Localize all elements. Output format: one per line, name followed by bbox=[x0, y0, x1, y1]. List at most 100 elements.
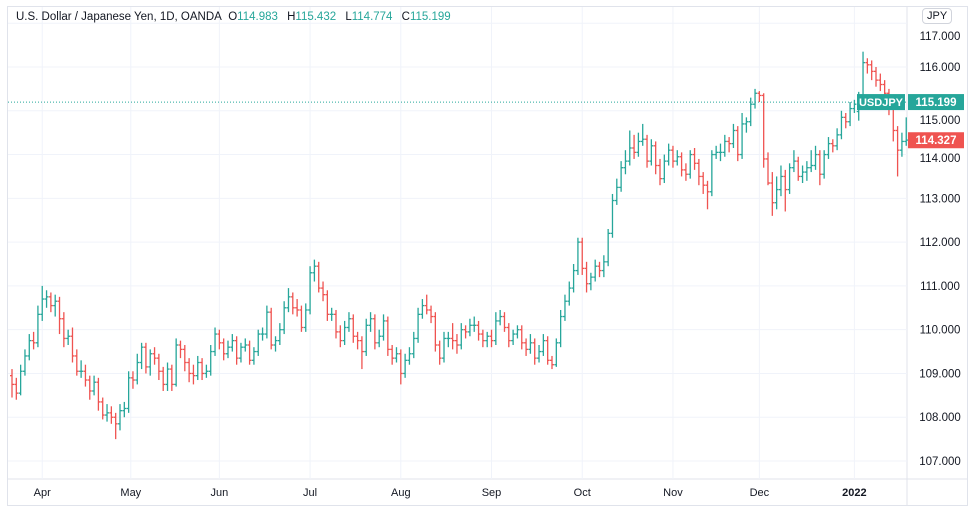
ohlc-bar bbox=[174, 338, 179, 387]
symbol-label-box bbox=[857, 94, 905, 111]
ohlc-bar bbox=[31, 331, 36, 350]
time-tick-label: 2022 bbox=[842, 487, 866, 499]
ohlc-bar bbox=[675, 150, 680, 166]
grid-lines bbox=[8, 7, 967, 505]
ohlc-bar bbox=[787, 163, 792, 194]
ohlc-bar bbox=[321, 281, 326, 302]
high-value: 115.432 bbox=[295, 11, 337, 23]
time-axis[interactable]: Apr May Jun Jul Aug Sep Oct Nov Dec 2022 bbox=[34, 487, 867, 499]
price-tick-label: 111.000 bbox=[920, 281, 960, 293]
ohlc-bar bbox=[899, 132, 904, 157]
ohlc-bar bbox=[126, 371, 131, 413]
ohlc-bar bbox=[904, 117, 909, 146]
ohlc-bar bbox=[813, 145, 818, 170]
ohlc-bar bbox=[208, 345, 213, 376]
ohlc-bar bbox=[226, 340, 230, 359]
time-tick-label: Jul bbox=[303, 487, 317, 499]
ohlc-bar bbox=[390, 345, 395, 365]
ohlc-bar bbox=[562, 294, 567, 321]
ohlc-bar bbox=[804, 161, 809, 181]
ohlc-bar bbox=[403, 353, 408, 378]
ohlc-bar bbox=[731, 123, 736, 148]
ohlc-bar bbox=[770, 172, 775, 216]
ohlc-bar bbox=[342, 320, 347, 346]
ohlc-bar bbox=[118, 404, 122, 431]
ohlc-bar bbox=[195, 355, 200, 381]
ohlc-bar bbox=[113, 412, 118, 440]
ohlc-bar bbox=[234, 336, 239, 365]
ohlc-bar bbox=[312, 259, 317, 282]
symbol-title: U.S. Dollar / Japanese Yen, 1D, OANDA bbox=[16, 11, 222, 23]
ohlc-bar bbox=[467, 318, 472, 337]
price-label: 114.327 bbox=[916, 135, 957, 147]
price-tick-label: 113.000 bbox=[920, 193, 961, 205]
ohlc-bar bbox=[554, 338, 559, 367]
ohlc-bar bbox=[316, 261, 321, 293]
ohlc-bar bbox=[299, 305, 304, 332]
currency-button[interactable]: JPY bbox=[922, 8, 953, 24]
ohlc-bar bbox=[688, 150, 693, 179]
ohlc-bar bbox=[761, 93, 766, 168]
ohlc-bar bbox=[485, 331, 490, 348]
ohlc-bar bbox=[87, 375, 92, 400]
ohlc-bar bbox=[606, 228, 611, 267]
ohlc-bar bbox=[498, 309, 503, 326]
ohlc-bar bbox=[217, 329, 222, 350]
ohlc-bar bbox=[139, 342, 144, 370]
ohlc-bar bbox=[506, 323, 511, 348]
price-tick-label: 115.000 bbox=[920, 115, 961, 127]
ohlc-bars bbox=[10, 51, 909, 440]
ohlc-bar bbox=[683, 163, 688, 181]
ohlc-bar bbox=[463, 325, 468, 339]
ohlc-bar bbox=[740, 112, 745, 159]
ohlc-bar bbox=[791, 150, 796, 173]
time-tick-label: Oct bbox=[574, 487, 591, 499]
ohlc-bar bbox=[148, 349, 153, 376]
time-tick-label: May bbox=[120, 487, 141, 499]
ohlc-bar bbox=[27, 334, 32, 361]
ohlc-bar bbox=[537, 345, 542, 363]
ohlc-bar bbox=[541, 334, 546, 356]
price-tick-label: 116.000 bbox=[920, 62, 961, 74]
ohlc-bar bbox=[835, 128, 840, 151]
ohlc-bar bbox=[381, 314, 386, 341]
ohlc-bar bbox=[79, 360, 84, 378]
ohlc-bar bbox=[826, 137, 831, 159]
ohlc-bar bbox=[718, 143, 723, 162]
ohlc-bar bbox=[502, 312, 507, 332]
ohlc-bar bbox=[701, 172, 706, 194]
ohlc-bar bbox=[286, 288, 291, 313]
ohlc-bar bbox=[757, 91, 762, 103]
ohlc-bar bbox=[437, 340, 442, 365]
price-axis[interactable]: 107.000 108.000 109.000 110.000 111.000 112.0… bbox=[919, 31, 961, 468]
ohlc-bar bbox=[571, 264, 576, 293]
ohlc-bar bbox=[18, 364, 23, 396]
ohlc-bar bbox=[247, 340, 252, 365]
ohlc-bar bbox=[130, 371, 135, 389]
ohlc-bar bbox=[705, 180, 710, 210]
ohlc-bar bbox=[156, 353, 161, 381]
ohlc-bar bbox=[377, 329, 382, 348]
ohlc-bar bbox=[191, 364, 196, 385]
ohlc-bar bbox=[679, 152, 684, 177]
ohlc-bar bbox=[839, 110, 844, 140]
ohlc-bar bbox=[778, 165, 783, 197]
ohlc-bar bbox=[230, 334, 235, 352]
ohlc-bar bbox=[238, 342, 243, 363]
ohlc-bar bbox=[122, 401, 127, 418]
ohlc-bar bbox=[269, 307, 274, 350]
time-tick-label: Jun bbox=[210, 487, 228, 499]
ohlc-bar bbox=[632, 134, 637, 159]
ohlc-bar bbox=[528, 334, 533, 354]
ohlc-bar bbox=[243, 338, 248, 352]
symbol-legend: U.S. Dollar / Japanese Yen, 1D, OANDA O1… bbox=[16, 11, 457, 23]
ohlc-bar bbox=[670, 145, 675, 168]
ohlc-bar bbox=[385, 316, 390, 356]
ohlc-bar bbox=[727, 137, 732, 153]
ohlc-bar bbox=[256, 329, 261, 356]
ohlc-bar bbox=[874, 67, 878, 87]
low-key: L bbox=[345, 11, 352, 23]
ohlc-bar bbox=[420, 299, 425, 319]
ohlc-bar bbox=[601, 255, 606, 278]
